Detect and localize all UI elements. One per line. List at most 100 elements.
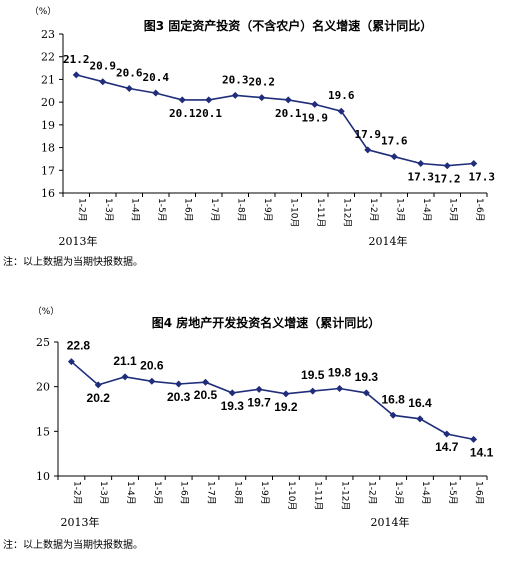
x-tick-label: 1-8月 (232, 481, 243, 505)
series-points (67, 358, 478, 443)
x-tick-label: 1-4月 (129, 198, 140, 222)
data-point (148, 377, 156, 385)
x-tick-label: 1-7月 (205, 481, 216, 505)
axes (54, 341, 488, 480)
y-tick-label: 20 (36, 381, 50, 394)
data-label: 19.2 (274, 400, 298, 414)
x-tick-label: 1-8月 (235, 198, 246, 222)
data-label: 14.1 (470, 445, 494, 459)
x-tick-label: 1-9月 (262, 198, 273, 222)
x-tick-label: 1-9月 (259, 481, 270, 505)
chart-title: 图3 固定资产投资（不含农户）名义增速（累计同比） (144, 18, 433, 33)
x-tick-label: 1-4月 (125, 481, 136, 505)
data-point (337, 107, 345, 115)
x-tick-label: 1-4月 (420, 481, 431, 505)
year-label-2014: 2014年 (369, 234, 408, 248)
data-labels: 21.220.920.6 20.420.1 20.120.3 20.220.1 19.9… (63, 53, 495, 186)
data-point (416, 415, 424, 423)
data-label: 20.9 (90, 60, 117, 73)
data-point (336, 384, 344, 392)
data-label: 16.4 (408, 396, 432, 410)
data-label: 19.3 (221, 399, 245, 413)
x-tick-label: 1-5月 (156, 198, 167, 222)
series-line (70, 361, 474, 441)
data-label: 20.3 (167, 390, 191, 404)
x-tick-label: 1-6月 (474, 481, 485, 505)
year-label-2013: 2013年 (61, 515, 100, 529)
data-point (255, 385, 263, 393)
data-point (390, 153, 398, 161)
data-label: 17.6 (381, 135, 408, 148)
x-tick-label: 1-6月 (182, 198, 193, 222)
data-point (201, 378, 209, 386)
series-line-path (70, 361, 474, 441)
data-point (94, 381, 102, 389)
x-tick-label: 1-5月 (447, 481, 458, 505)
data-point (231, 91, 239, 99)
x-tick-label: 1-5月 (447, 198, 458, 222)
data-label: 19.7 (247, 395, 271, 409)
y-tick-label: 15 (36, 425, 50, 438)
data-point (443, 430, 451, 438)
footnote: 注：以上数据为当期快报数据。 (3, 257, 143, 268)
data-label: 20.6 (116, 67, 143, 80)
data-label: 17.3 (408, 170, 435, 183)
x-tick-labels: 1-2月 1-3月 1-4月 1-5月 1-6月 1-7月 1-8月 1-9月 1-10月 1-1… (71, 481, 484, 510)
y-tick-labels: 10 15 20 25 (36, 336, 50, 483)
y-tick-label: 18 (41, 142, 55, 155)
y-tick-label: 10 (36, 470, 50, 483)
data-point (389, 411, 397, 419)
data-point (205, 96, 213, 104)
data-label: 21.2 (63, 53, 90, 66)
x-tick-label: 1-3月 (98, 481, 109, 505)
data-label: 16.8 (381, 392, 405, 406)
data-label: 19.3 (355, 370, 379, 384)
x-tick-label: 1-2月 (76, 198, 87, 222)
data-point (99, 78, 107, 86)
series-line (76, 74, 474, 167)
data-label: 20.6 (140, 358, 164, 372)
series-points (72, 71, 478, 170)
data-label: 20.2 (87, 391, 111, 405)
x-tick-label: 1-3月 (394, 198, 405, 222)
y-tick-label: 25 (36, 336, 50, 349)
data-label: 20.1 (196, 107, 223, 120)
y-tick-label: 19 (41, 119, 55, 132)
data-label: 19.9 (302, 111, 329, 124)
data-point (470, 435, 478, 443)
data-label: 20.4 (143, 71, 170, 84)
footnote: 注：以上数据为当期快报数据。 (3, 540, 143, 551)
x-tick-label: 1-10月 (286, 481, 297, 510)
data-point (362, 389, 370, 397)
y-tick-label: 21 (41, 73, 55, 86)
x-tick-label: 1-4月 (421, 198, 432, 222)
data-point (284, 96, 292, 104)
data-point (282, 390, 290, 398)
y-tick-label: 23 (41, 28, 55, 41)
data-point (311, 100, 319, 108)
data-point (72, 71, 80, 79)
x-tick-label: 1-2月 (71, 481, 82, 505)
data-point (125, 85, 133, 93)
x-tick-label: 1-6月 (474, 198, 485, 222)
series-line-path (76, 74, 474, 167)
data-point (175, 380, 183, 388)
data-label: 20.5 (194, 388, 218, 402)
unit-label: （%） (33, 306, 60, 317)
data-label: 20.1 (275, 107, 302, 120)
year-label-2013: 2013年 (59, 234, 98, 248)
data-point (470, 159, 478, 167)
x-tick-label: 1-5月 (152, 481, 163, 505)
y-tick-label: 17 (41, 164, 55, 177)
chart-fixed-asset-investment: 图3 固定资产投资（不含农户）名义增速（累计同比） （%） 16 17 18 19 20… (30, 6, 495, 248)
data-point (417, 159, 425, 167)
data-point (309, 387, 317, 395)
x-tick-label: 1-6月 (179, 481, 190, 505)
data-label: 19.8 (328, 365, 352, 379)
data-point (228, 389, 236, 397)
axes (59, 33, 488, 197)
year-label-2014: 2014年 (371, 515, 410, 529)
y-tick-label: 22 (41, 51, 55, 64)
data-label: 19.6 (328, 89, 355, 102)
